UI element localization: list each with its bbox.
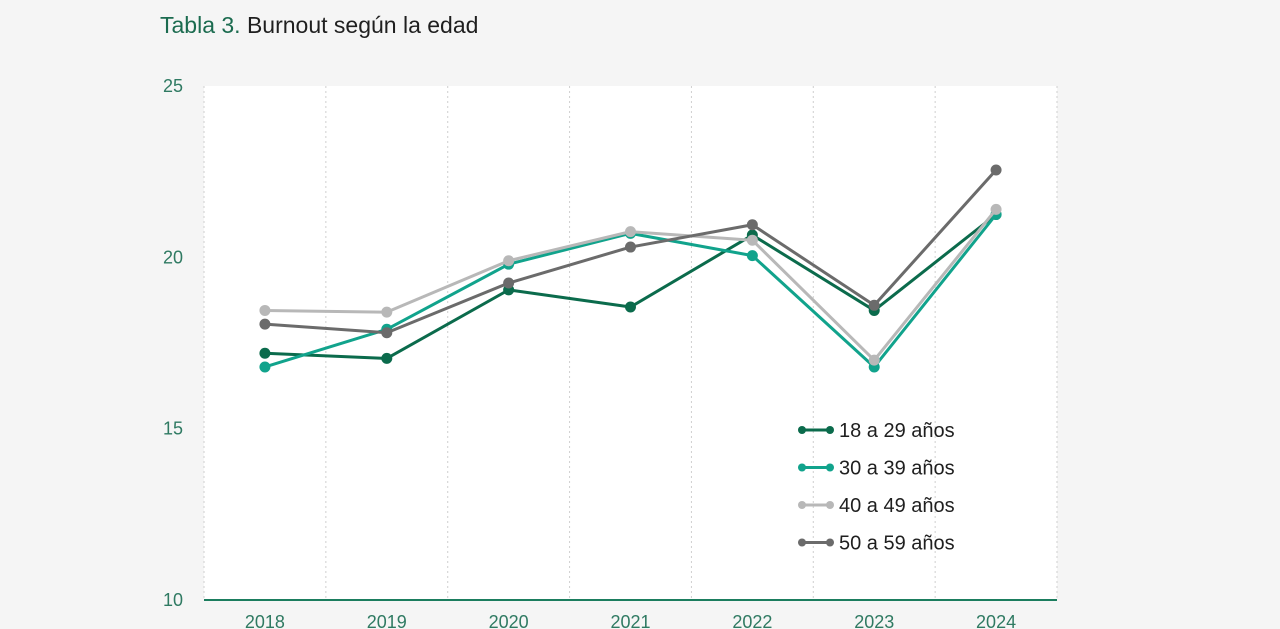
data-point bbox=[381, 352, 393, 364]
x-tick-label: 2024 bbox=[976, 612, 1016, 629]
data-point bbox=[503, 255, 515, 267]
data-point bbox=[259, 347, 271, 359]
legend-item: 30 a 39 años bbox=[798, 458, 955, 480]
data-point bbox=[259, 361, 271, 373]
data-point bbox=[259, 304, 271, 316]
legend-item: 50 a 59 años bbox=[798, 533, 955, 555]
data-point bbox=[381, 327, 393, 339]
data-point bbox=[746, 219, 758, 231]
data-point bbox=[625, 226, 636, 238]
x-tick-label: 2019 bbox=[367, 612, 407, 629]
legend-label: 30 a 39 años bbox=[839, 458, 955, 480]
y-tick-label: 15 bbox=[163, 419, 183, 439]
legend-label: 50 a 59 años bbox=[839, 533, 955, 555]
y-tick-label: 20 bbox=[163, 247, 183, 267]
x-tick-label: 2020 bbox=[489, 612, 529, 629]
legend-label: 18 a 29 años bbox=[839, 420, 955, 442]
x-tick-label: 2023 bbox=[854, 612, 894, 629]
legend-swatch-dot bbox=[798, 463, 806, 472]
plot-area bbox=[204, 86, 1057, 600]
x-tick-label: 2021 bbox=[610, 612, 650, 629]
data-point bbox=[990, 164, 1002, 176]
legend-swatch-dot bbox=[798, 426, 806, 434]
legend-swatch-dot bbox=[826, 463, 834, 472]
data-point bbox=[381, 306, 393, 318]
legend-swatch-dot bbox=[826, 426, 834, 434]
legend-swatch-dot bbox=[798, 501, 806, 509]
legend-label: 40 a 49 años bbox=[839, 495, 955, 517]
legend-swatch-dot bbox=[826, 501, 834, 509]
x-tick-label: 2022 bbox=[732, 612, 772, 629]
data-point bbox=[868, 299, 880, 311]
legend-swatch-dot bbox=[798, 538, 806, 547]
data-point bbox=[990, 203, 1002, 215]
data-point bbox=[625, 241, 636, 253]
series-3 bbox=[259, 203, 1002, 366]
data-point bbox=[259, 318, 271, 330]
chart-title-text: Burnout según la edad bbox=[240, 12, 479, 38]
series-4 bbox=[259, 164, 1002, 339]
data-point bbox=[625, 301, 636, 313]
chart-title-lead: Tabla 3. bbox=[160, 12, 241, 38]
chart-title: Tabla 3. Burnout según la edad bbox=[160, 12, 478, 39]
y-tick-label: 25 bbox=[163, 76, 183, 96]
legend-item: 40 a 49 años bbox=[798, 495, 955, 517]
data-point bbox=[868, 354, 880, 366]
legend-item: 18 a 29 años bbox=[798, 420, 955, 442]
legend-swatch-dot bbox=[826, 538, 834, 547]
data-point bbox=[746, 250, 758, 262]
x-tick-label: 2018 bbox=[245, 612, 285, 629]
y-tick-label: 10 bbox=[163, 590, 183, 610]
data-point bbox=[503, 277, 515, 289]
data-point bbox=[746, 234, 758, 246]
